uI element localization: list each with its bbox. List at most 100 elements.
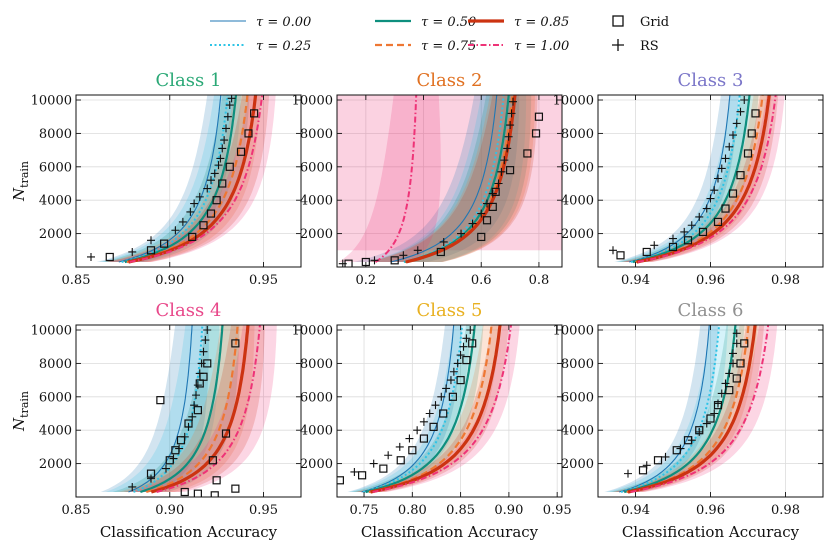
rs-point	[661, 452, 670, 461]
grid-point	[448, 392, 457, 401]
x-tick-label: 0.90	[494, 503, 523, 518]
rs-point	[669, 234, 677, 243]
line-tau-1.00	[129, 95, 264, 263]
grid-point	[379, 464, 388, 473]
panel-6: 0.94 0.96 0.98 2000 4000 6000 8000 10000 Class 6…	[553, 300, 824, 541]
grid-point	[505, 166, 515, 175]
grid-point	[193, 489, 202, 497]
grid-point	[523, 149, 532, 158]
rs-point	[128, 247, 137, 256]
grid-point	[180, 487, 189, 497]
grid-point	[616, 251, 625, 260]
x-tick-label: 0.98	[771, 503, 800, 518]
x-tick-label: 0.8	[529, 273, 550, 288]
rs-point	[500, 156, 509, 165]
grid-point	[390, 256, 399, 265]
grid-point	[176, 436, 186, 445]
rs-point	[680, 227, 689, 236]
grid-point	[146, 469, 156, 478]
line-tau-0.25	[362, 325, 464, 493]
grid-point	[488, 202, 497, 211]
grid-point	[358, 471, 367, 480]
line-tau-0.75	[368, 325, 493, 494]
rs-point	[439, 237, 448, 246]
x-tick-label: 0.95	[543, 503, 572, 518]
grid-point	[743, 149, 753, 158]
y-tick-label: 2000	[39, 227, 72, 242]
band-tau-0.75	[118, 325, 255, 492]
grid-point	[725, 386, 734, 395]
rs-point	[210, 169, 219, 178]
line-tau-0.50	[140, 325, 224, 494]
grid-point	[439, 409, 448, 418]
rs-point	[624, 469, 632, 478]
grid-point	[732, 374, 741, 383]
rs-point	[223, 112, 232, 121]
y-tick-label: 2000	[300, 457, 333, 472]
rs-point	[178, 217, 187, 226]
grid-point	[231, 484, 240, 493]
rs-point	[459, 342, 468, 351]
grid-point	[408, 446, 417, 455]
ticks: 0.85 0.90 0.95 2000 4000 6000 8000 10000	[31, 94, 301, 288]
axes-frame	[75, 94, 302, 268]
rs-point	[405, 434, 414, 443]
rs-point	[193, 381, 202, 390]
grid-point	[344, 259, 353, 267]
rs-point	[147, 236, 155, 245]
x-tick-label: 0.95	[249, 503, 278, 518]
rs-point	[729, 131, 737, 140]
y-tick-label: 4000	[561, 424, 594, 439]
y-tick-label: 2000	[561, 227, 594, 242]
line-tau-1.00	[637, 95, 777, 263]
y-tick-label: 8000	[300, 127, 333, 142]
grid-point	[165, 456, 174, 465]
band-tau-0.25	[105, 325, 220, 492]
line-tau-0.00	[128, 325, 193, 493]
y-tick-label: 8000	[561, 127, 594, 142]
band-tau-0.50	[351, 325, 484, 492]
band-tau-0.00	[604, 325, 719, 492]
gridlines	[75, 95, 301, 267]
panel-4: 0.85 0.90 0.95 2000 4000 6000 8000 10000 Class 4…	[10, 300, 302, 541]
rs-point	[207, 176, 215, 185]
rs-point	[504, 132, 513, 141]
y-tick-label: 8000	[39, 357, 72, 372]
grid-point	[218, 179, 227, 188]
band-tau-0.75	[620, 95, 772, 262]
grid-point	[642, 247, 651, 257]
line-tau-0.00	[118, 95, 222, 263]
rs-point	[714, 174, 722, 183]
gridlines	[598, 325, 823, 497]
rs-point	[190, 199, 199, 208]
ticks: 0.94 0.96 0.98 2000 4000 6000 8000 10000	[553, 94, 823, 288]
rs-point	[462, 334, 471, 343]
line-tau-0.25	[403, 95, 505, 263]
y-tick-label: 8000	[300, 357, 333, 372]
x-tick-label: 0.94	[621, 503, 650, 518]
panel-1: 0.85 0.90 0.95 2000 4000 6000 8000 10000 Class 1…	[10, 70, 302, 288]
band-tau-0.85	[106, 95, 270, 262]
y-tick-label: 6000	[300, 390, 333, 405]
grid-point	[456, 376, 465, 385]
line-tau-0.75	[626, 325, 750, 494]
x-tick-label: 0.96	[696, 503, 725, 518]
grid-point	[225, 162, 234, 171]
line-tau-0.85	[405, 95, 517, 264]
line-tau-0.85	[128, 95, 258, 264]
grid-point	[212, 476, 221, 485]
axes-frame	[336, 94, 563, 268]
rs-point	[687, 221, 696, 230]
rs-point	[488, 189, 497, 198]
grid-point	[683, 236, 693, 245]
plot-area	[609, 95, 785, 264]
rs-point	[87, 252, 95, 261]
y-tick-label: 6000	[39, 390, 72, 405]
x-tick-label: 0.85	[62, 273, 91, 288]
line-tau-0.25	[133, 325, 204, 493]
grid-point	[482, 216, 492, 225]
grid-point	[713, 401, 723, 410]
line-tau-0.75	[126, 95, 249, 264]
ticks: 0.85 0.90 0.95 2000 4000 6000 8000 10000	[31, 324, 301, 518]
rs-point	[431, 401, 440, 410]
